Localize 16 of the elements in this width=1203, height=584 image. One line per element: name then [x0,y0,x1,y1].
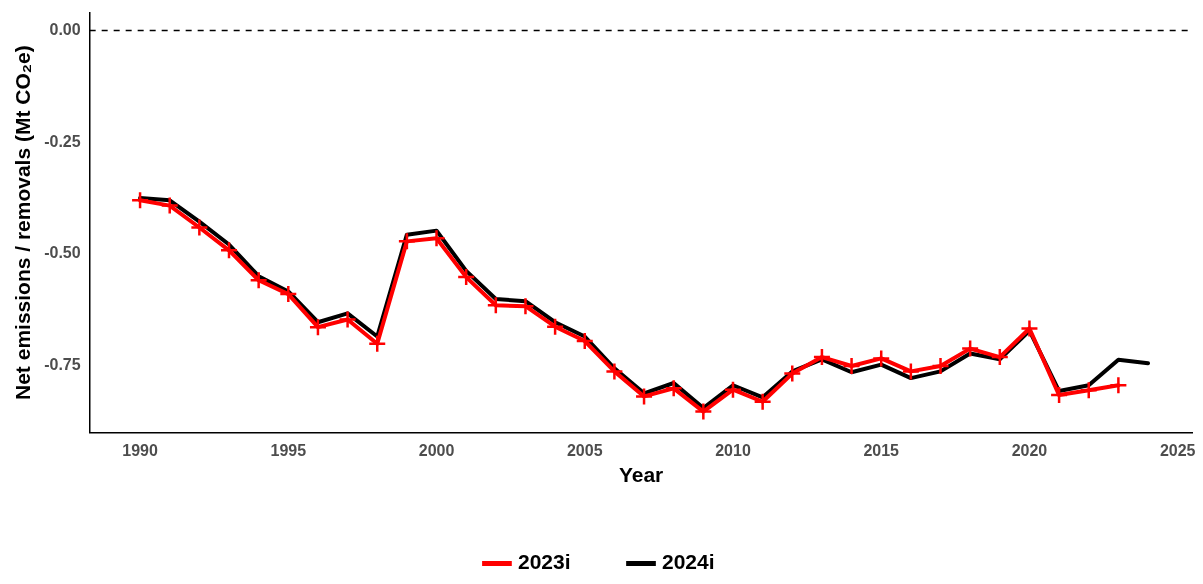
legend-label: 2024i [662,550,715,574]
x-tick-label: 2010 [715,441,751,459]
y-axis-title: Net emissions / removals (Mt CO₂e) [11,45,35,400]
x-tick-label: 2015 [863,441,900,459]
y-tick-label: -0.50 [44,244,81,262]
y-tick-label: -0.75 [44,355,81,373]
x-tick-label: 2025 [1159,441,1196,459]
x-tick-label: 2020 [1011,441,1048,459]
x-tick-label: 1995 [270,441,307,459]
legend-label: 2023i [517,550,571,574]
x-axis-title: Year [618,463,664,487]
x-tick-label: 1990 [122,441,158,459]
x-tick-label: 2005 [566,441,603,459]
x-tick-label: 2000 [418,441,455,459]
y-tick-label: -0.25 [44,132,81,150]
y-tick-label: 0.00 [49,20,81,38]
